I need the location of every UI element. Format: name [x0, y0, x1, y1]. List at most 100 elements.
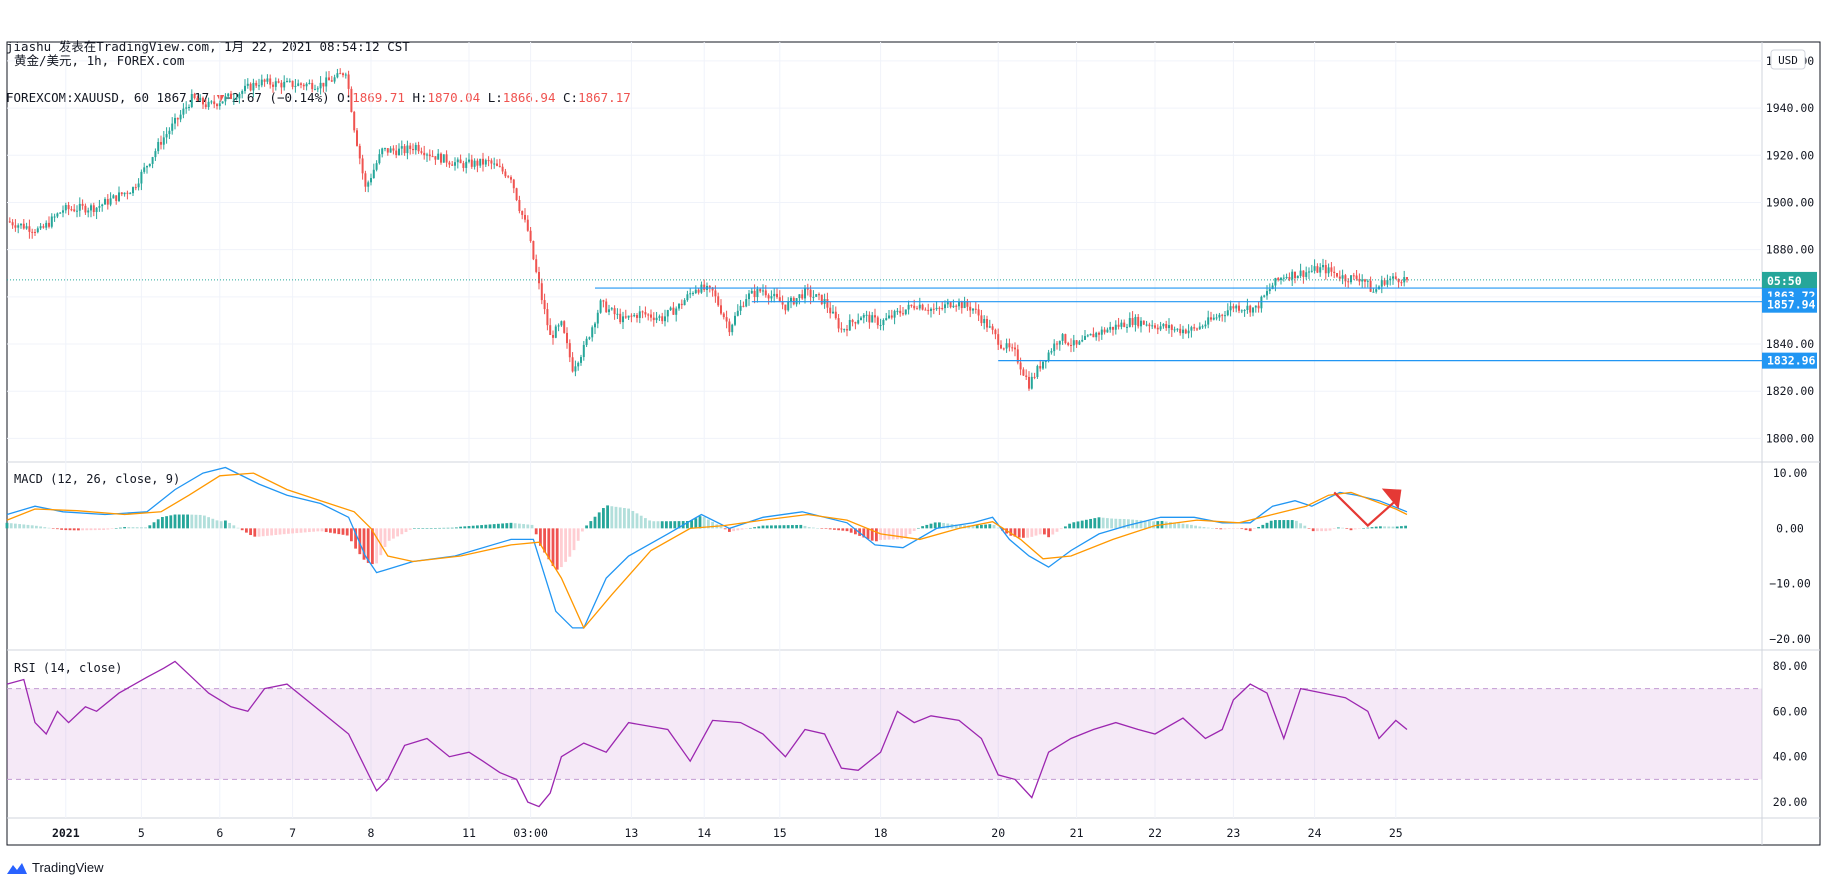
site-link[interactable]: TradingView.com,	[96, 39, 217, 54]
candle-body	[994, 329, 997, 335]
candle-body	[955, 305, 958, 307]
candle-body	[594, 323, 596, 328]
candle-body	[1112, 326, 1114, 330]
candle-body	[734, 315, 736, 325]
candle-body	[266, 78, 269, 82]
candle-body	[717, 296, 720, 306]
candle-body	[560, 321, 563, 326]
macd-histogram-bar	[1370, 527, 1374, 529]
candle-body	[1392, 276, 1394, 279]
candle-body	[1182, 329, 1184, 334]
candle-body	[605, 301, 608, 313]
macd-histogram-bar	[274, 528, 278, 535]
candle-body	[619, 313, 622, 323]
macd-histogram-bar	[912, 528, 916, 531]
macd-histogram-bar	[1320, 528, 1323, 532]
candle-body	[1084, 336, 1086, 340]
candle-body	[1123, 322, 1126, 328]
macd-title: MACD (12, 26, close, 9)	[14, 472, 180, 486]
macd-histogram-bar	[492, 524, 496, 529]
candle-body	[115, 195, 118, 201]
candle-body	[20, 223, 22, 226]
macd-histogram-bar	[400, 528, 404, 535]
candle-body	[123, 192, 126, 195]
candle-body	[269, 78, 272, 85]
macd-histogram-bar	[299, 528, 303, 533]
macd-histogram-bar	[732, 528, 735, 532]
macd-histogram-bar	[1194, 525, 1197, 529]
macd-histogram-bar	[257, 528, 261, 537]
macd-histogram-bar	[917, 527, 920, 529]
price-tick-label: 1840.00	[1766, 337, 1815, 351]
macd-histogram-bar	[702, 517, 706, 529]
candle-body	[367, 182, 370, 187]
candle-body	[1305, 272, 1308, 277]
candle-body	[1207, 317, 1210, 325]
candle-body	[1352, 275, 1355, 277]
macd-histogram-bar	[593, 516, 597, 529]
candle-body	[952, 305, 955, 308]
candle-body	[902, 313, 904, 315]
macd-histogram-bar	[1290, 520, 1294, 529]
macd-histogram-bar	[1198, 526, 1202, 529]
macd-histogram-bar	[211, 518, 215, 529]
macd-histogram-bar	[85, 528, 89, 531]
candle-body	[420, 151, 423, 153]
macd-histogram-bar	[572, 528, 576, 551]
candle-body	[546, 309, 549, 326]
candle-body	[221, 101, 224, 104]
candle-body	[1266, 291, 1268, 296]
macd-histogram-bar	[1395, 526, 1399, 529]
candle-body	[563, 321, 566, 333]
time-tick-label: 11	[462, 826, 476, 840]
candle-body	[1061, 334, 1064, 341]
macd-histogram-bar	[236, 527, 240, 529]
macd-histogram-bar	[295, 528, 299, 534]
macd-histogram-bar	[1244, 528, 1248, 531]
candle-body	[904, 309, 907, 315]
macd-histogram-bar	[740, 528, 744, 530]
macd-histogram-bar	[165, 516, 168, 529]
candle-body	[1257, 305, 1260, 309]
macd-tick-label: −10.00	[1769, 577, 1811, 591]
candle-body	[297, 83, 300, 86]
candle-body	[1308, 271, 1310, 273]
candle-body	[414, 144, 417, 151]
macd-histogram-bar	[1349, 528, 1353, 531]
candle-body	[885, 318, 888, 320]
candle-body	[916, 308, 918, 310]
candle-body	[252, 82, 255, 91]
candle-body	[986, 319, 988, 328]
candle-body	[260, 79, 263, 86]
macd-histogram-bar	[543, 528, 546, 553]
candle-body	[988, 326, 991, 328]
candle-body	[683, 300, 686, 306]
macd-histogram-bar	[240, 528, 244, 531]
candle-body	[935, 307, 938, 310]
candle-body	[291, 80, 294, 87]
macd-histogram-bar	[576, 528, 580, 541]
candle-body	[216, 104, 218, 107]
candle-body	[314, 89, 316, 91]
candle-body	[174, 117, 176, 124]
macd-histogram-bar	[438, 527, 441, 529]
candle-body	[585, 338, 588, 345]
candle-body	[428, 154, 431, 157]
macd-histogram-bar	[1026, 528, 1029, 538]
currency-button[interactable]	[1770, 49, 1806, 70]
candle-body	[1184, 329, 1187, 334]
candle-body	[437, 153, 440, 160]
candle-body	[969, 306, 972, 311]
macd-histogram-bar	[828, 528, 832, 530]
macd-histogram-bar	[774, 525, 777, 529]
candle-body	[848, 319, 851, 331]
candle-body	[624, 316, 627, 318]
footer-brand[interactable]: TradingView	[6, 860, 104, 875]
candle-body	[1170, 325, 1173, 330]
time-tick-label: 25	[1389, 826, 1403, 840]
candle-body	[1327, 267, 1330, 274]
macd-histogram-bar	[786, 525, 790, 529]
candle-body	[84, 205, 87, 213]
candle-body	[1252, 307, 1254, 313]
